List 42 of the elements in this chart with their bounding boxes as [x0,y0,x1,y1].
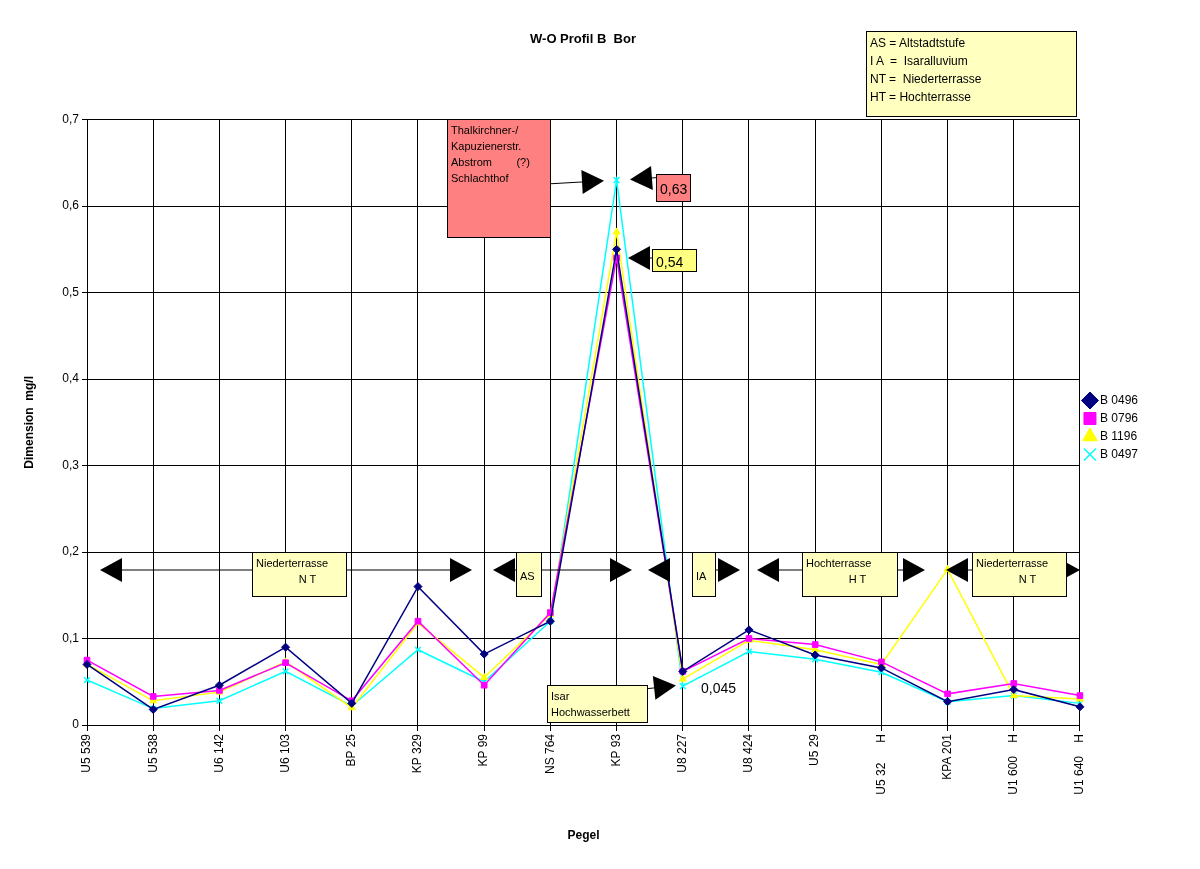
x-tick-label: U5 538 [145,733,160,773]
legend-label: B 1196 [1099,428,1138,443]
y-tick-label: 0,1 [62,630,80,645]
x-tick-label: KPA 201 [939,733,954,780]
x-tick-label: KP 99 [476,733,491,767]
chart-title: W-O Profil B Bor [530,31,636,47]
key-box: AS = Altstadtstufe I A = Isaralluvium NT = Niederterrasse HT = Hochterrasse [866,31,1077,117]
x-tick-label: U1 600 H [1006,734,1021,795]
x-tick-label: U8 227 [675,733,690,773]
callout-box: Hochterrasse H T [802,552,898,597]
callout-box: Niederterrasse N T [252,552,347,597]
x-tick-label: U5 539 [79,733,94,773]
x-tick-label: BP 25 [344,733,359,767]
x-tick-label: KP 329 [410,733,425,774]
callout-box: 0,54 [652,249,697,272]
y-tick-label: 0,5 [62,284,80,299]
callout-box: Thalkirchner-/ Kapuzienerstr. Abstrom (?) Schlachthof [447,119,551,238]
callout-box: AS [516,552,542,597]
x-axis-title: Pegel [567,828,600,843]
y-tick-label: 0,3 [62,457,80,472]
callout-box: Niederterrasse N T [972,552,1067,597]
callout-box: Isar Hochwasserbett [547,685,648,723]
y-tick-label: 0,2 [62,544,80,559]
x-tick-label: U6 103 [277,733,292,773]
y-tick-label: 0,7 [62,111,80,126]
x-tick-label: U6 142 [211,733,226,773]
x-tick-label: NS 764 [542,733,557,775]
x-tick-label: KP 93 [608,733,623,767]
x-tick-label: U1 640 H [1072,734,1087,795]
y-tick-label: 0 [72,717,80,732]
x-tick-label: U5 32 H [873,734,888,795]
annotation: 0,045 [700,679,738,697]
x-tick-label: U8 424 [741,733,756,773]
y-tick-label: 0,4 [62,371,80,386]
legend-label: B 0796 [1099,410,1139,425]
callout-box: 0,63 [656,174,691,202]
y-axis-title: Dimension mg/l [21,375,36,469]
callout-box: IA [692,552,716,597]
legend-label: B 0496 [1099,392,1139,407]
y-tick-label: 0,6 [62,198,80,213]
x-tick-label: U5 29 [807,733,822,767]
legend-label: B 0497 [1099,446,1139,461]
